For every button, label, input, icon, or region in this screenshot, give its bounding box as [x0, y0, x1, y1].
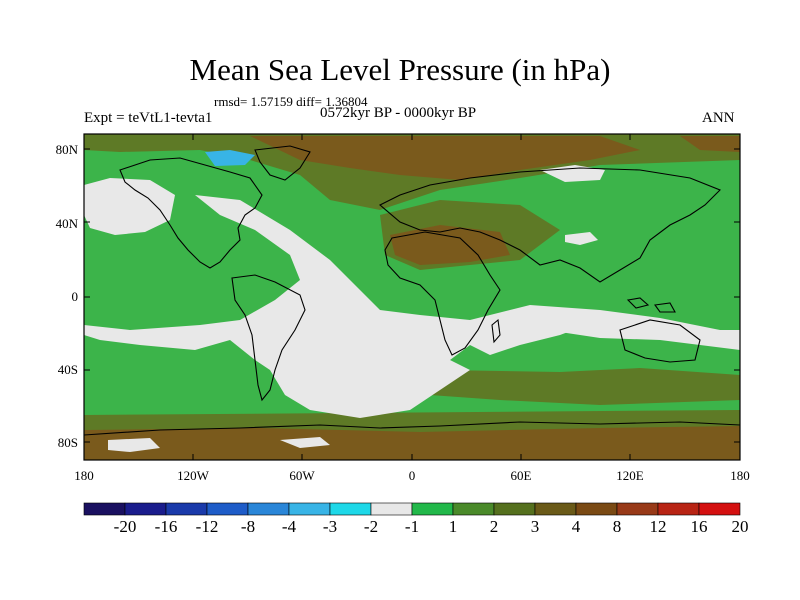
colorbar-label: -16: [154, 517, 178, 536]
colorbar-swatch: [411, 502, 454, 516]
lat-label-0: 0: [71, 289, 79, 304]
colorbar-swatch: [575, 502, 618, 516]
map-field: [84, 134, 740, 460]
colorbar-swatch: [370, 502, 413, 516]
axis-ticks: [83, 134, 741, 460]
colorbar-label: -3: [322, 517, 338, 536]
lon-label-180w: 180: [74, 468, 94, 483]
near-zero-regions: [84, 165, 740, 452]
lon-label-0: 0: [408, 468, 416, 483]
colorbar-swatch: [493, 502, 536, 516]
lat-label-80s: 80S: [57, 435, 78, 450]
colorbar-label: 8: [612, 517, 622, 536]
colorbar-label: -4: [281, 517, 297, 536]
colorbar-label: -20: [113, 517, 137, 536]
lat-label-80n: 80N: [55, 142, 78, 157]
colorbar-label: 20: [731, 517, 749, 536]
colorbar-swatch: [247, 502, 290, 516]
lon-label-60w: 60W: [289, 468, 315, 483]
colorbar-swatch: [124, 502, 167, 516]
negative-anomaly-patch: [205, 150, 255, 166]
colorbar-label: 12: [649, 517, 667, 536]
lon-label-120w: 120W: [177, 468, 209, 483]
experiment-label: Expt = teVtL1-tevta1: [84, 110, 213, 126]
positive-anomaly-regions: [84, 134, 740, 460]
colorbar-swatch: [534, 502, 577, 516]
colorbar: [83, 502, 741, 516]
colorbar-swatch: [657, 502, 700, 516]
stats-label: rmsd= 1.57159 diff= 1.36804: [214, 94, 368, 109]
lat-label-40s: 40S: [57, 362, 78, 377]
colorbar-swatch: [452, 502, 495, 516]
colorbar-label: -12: [195, 517, 219, 536]
colorbar-swatch: [206, 502, 249, 516]
colorbar-label: 2: [489, 517, 499, 536]
colorbar-swatch: [329, 502, 372, 516]
colorbar-swatch: [165, 502, 208, 516]
coastlines: [84, 145, 740, 436]
map-title: Mean Sea Level Pressure (in hPa): [189, 52, 611, 87]
colorbar-label: 1: [448, 517, 458, 536]
colorbar-swatch: [698, 502, 741, 516]
colorbar-label: 3: [530, 517, 540, 536]
colorbar-label: 4: [571, 517, 581, 536]
season-label: ANN: [702, 110, 735, 126]
colorbar-swatch: [616, 502, 659, 516]
lon-label-60e: 60E: [510, 468, 532, 483]
period-label: 0572kyr BP - 0000kyr BP: [320, 105, 477, 121]
colorbar-label: -8: [240, 517, 256, 536]
lon-label-180e: 180: [730, 468, 750, 483]
colorbar-swatch: [288, 502, 331, 516]
colorbar-swatch: [83, 502, 126, 516]
colorbar-label: -2: [363, 517, 379, 536]
colorbar-label: 16: [690, 517, 708, 536]
colorbar-label: -1: [404, 517, 420, 536]
lat-label-40n: 40N: [55, 216, 78, 231]
lon-label-120e: 120E: [616, 468, 644, 483]
